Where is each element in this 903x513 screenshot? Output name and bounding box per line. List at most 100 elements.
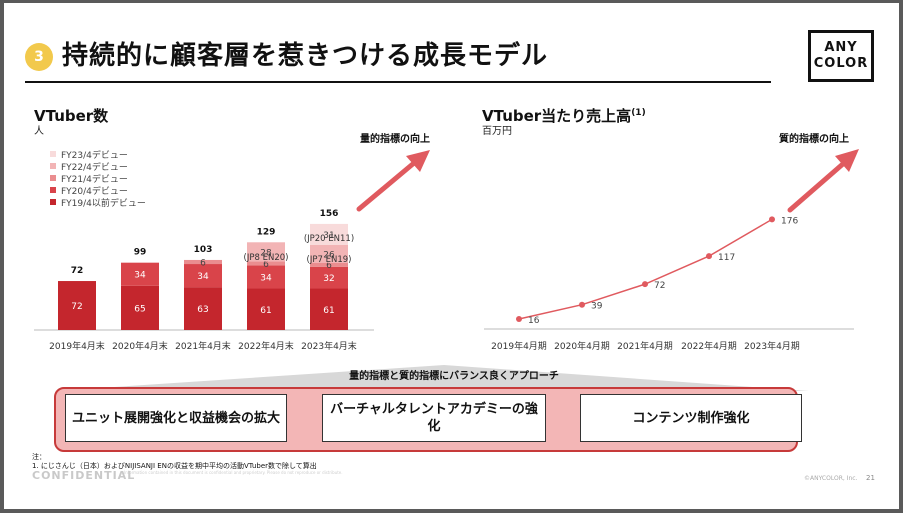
bar-segment [121, 285, 159, 330]
legend-label: FY23/4デビュー [61, 150, 128, 161]
logo-line-1: ANY [824, 40, 858, 55]
bar-segment [184, 259, 222, 265]
bar-segment-label: 34 [260, 273, 272, 283]
bar-total-label: 103 [194, 245, 213, 255]
vtuber-count-title: VTuber数 [34, 107, 109, 125]
footnote-label: 注： [32, 453, 46, 461]
bar-segment [310, 223, 348, 245]
line-point-label: 39 [591, 302, 603, 312]
line-category-label: 2021年4月期 [617, 340, 673, 352]
line-category-label: 2020年4月期 [554, 340, 610, 352]
quality-arrow-head [835, 149, 859, 172]
bar-segment [310, 266, 348, 289]
title-divider [25, 81, 771, 83]
anycolor-logo: ANY COLOR [808, 30, 874, 82]
bar-segment-label: 26 [323, 250, 335, 260]
page-title: 持続的に顧客層を惹きつける成長モデル [62, 41, 549, 71]
approach-unit-expansion: ユニット展開強化と収益機会の拡大 [65, 394, 287, 442]
bar-segment-label: 65 [134, 304, 145, 314]
line-category-label: 2023年4月期 [744, 340, 800, 352]
legend-swatch [50, 199, 56, 205]
bar-segment-label: 61 [323, 306, 334, 316]
line-category-label: 2022年4月期 [681, 340, 737, 352]
revenue-title-footnote-mark: (1) [631, 108, 646, 118]
bar-segment [247, 261, 285, 266]
legend-swatch [50, 151, 56, 157]
revenue-per-vtuber-line-chart: 16 2019年4月期 39 2020年4月期 72 2021年4月期 117 2022年4月… [484, 149, 859, 352]
quality-arrow-shaft [787, 160, 847, 213]
line-point [579, 301, 585, 308]
legend-label: FY22/4デビュー [61, 162, 128, 173]
bar-segment-label: 6 [263, 260, 269, 270]
bar-segment [247, 288, 285, 330]
bar-segment-label: 32 [323, 274, 334, 284]
legend-item: FY21/4デビュー [50, 172, 146, 185]
line-point [642, 281, 648, 288]
bar-annotation: (JP20 EN11) [304, 234, 354, 244]
footnote-1: 1. にじさんじ（日本）およびNIJISANJI ENの収益を期中平均の活動VT… [32, 462, 317, 470]
bar-category-label: 2020年4月末 [112, 340, 168, 352]
revenue-title-text: VTuber当たり売上高 [482, 107, 632, 125]
approach-content-production: コンテンツ制作強化 [580, 394, 802, 442]
page-number: 21 [866, 474, 875, 482]
bar-annotation: (JP7 EN19) [307, 255, 352, 265]
growth-arrow-head [406, 150, 430, 172]
line-point-label: 117 [718, 253, 735, 263]
bar-chart-legend: FY23/4デビュー FY22/4デビュー FY21/4デビュー FY20/4デビュー… [50, 148, 146, 209]
slide: 3 持続的に顧客層を惹きつける成長モデル ANY COLOR VTuber数 人… [4, 3, 899, 509]
bar-segment-label: 72 [71, 302, 82, 312]
bar-category-label: 2019年4月末 [49, 340, 105, 352]
legend-label: FY21/4デビュー [61, 174, 128, 185]
bar-segment-label: 63 [197, 305, 208, 315]
line-point-label: 16 [528, 316, 540, 326]
revenue-per-vtuber-title: VTuber当たり売上高(1) [482, 105, 646, 126]
line-point-label: 176 [781, 216, 798, 226]
bar-segment [247, 265, 285, 289]
bar-segment-label: 34 [134, 271, 146, 281]
legend-label: FY20/4デビュー [61, 186, 128, 197]
bar-segment-label: 34 [197, 272, 209, 282]
line-point [769, 216, 775, 223]
bar-segment-label: 6 [200, 259, 206, 269]
bar-segment [184, 287, 222, 330]
revenue-per-vtuber-unit: 百万円 [482, 126, 512, 137]
bar-total-label: 129 [257, 227, 276, 237]
legend-item: FY22/4デビュー [50, 160, 146, 173]
bar-category-label: 2021年4月末 [175, 340, 231, 352]
bar-annotation: (JP8 EN20) [244, 253, 289, 263]
bar-segment [310, 262, 348, 267]
line-category-label: 2019年4月期 [491, 340, 547, 352]
qualitative-callout: 質的指標の向上 [779, 134, 849, 145]
bar-segment-label: 61 [260, 306, 271, 316]
bar-segment [58, 281, 96, 330]
line-point-label: 72 [654, 281, 665, 291]
bar-segment [310, 245, 348, 263]
bar-total-label: 156 [320, 209, 339, 219]
copyright: ©ANYCOLOR, Inc. [804, 475, 858, 482]
legend-label: FY19/4以前デビュー [61, 198, 146, 209]
approach-academy: バーチャルタレントアカデミーの強化 [322, 394, 546, 442]
bar-segment-label: 31 [323, 231, 334, 241]
confidential-mark: CONFIDENTIAL [32, 469, 136, 482]
bar-total-label: 72 [71, 266, 84, 276]
approach-label: 量的指標と質的指標にバランス良くアプローチ [349, 371, 559, 382]
approach-pointer-band [54, 365, 809, 391]
growth-arrow-shaft [356, 160, 417, 212]
legend-swatch [50, 187, 56, 193]
legend-item: FY20/4デビュー [50, 184, 146, 197]
bar-total-label: 99 [134, 248, 147, 258]
line-point [516, 316, 522, 323]
quantitative-callout: 量的指標の向上 [360, 134, 430, 145]
bar-segment [121, 262, 159, 286]
bar-segment [310, 288, 348, 330]
bar-category-label: 2022年4月末 [238, 340, 294, 352]
bar-segment-label: 28 [260, 248, 272, 258]
legend-item: FY19/4以前デビュー [50, 196, 146, 209]
bar-segment [247, 242, 285, 262]
bar-category-label: 2023年4月末 [301, 340, 357, 352]
vtuber-count-unit: 人 [34, 126, 44, 137]
bar-segment-label: 6 [326, 261, 332, 271]
legend-item: FY23/4デビュー [50, 148, 146, 161]
vtuber-count-bar-chart: 72 72 2019年4月末 65 34 99 2020年4月末 63 34 6 103 2021年4… [34, 150, 430, 352]
section-number-badge: 3 [25, 43, 53, 71]
